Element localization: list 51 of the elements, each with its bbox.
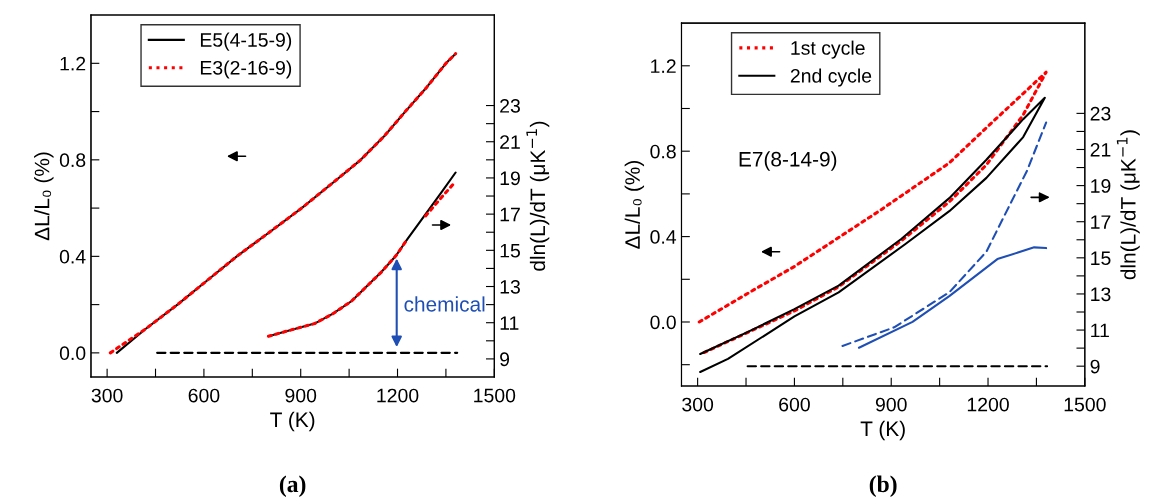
y-tick-label: 0.8 — [650, 144, 676, 159]
y2-tick-label: 19 — [1091, 179, 1111, 193]
legend-label: E3(2-16-9) — [200, 60, 292, 79]
legend-label: 1st cycle — [791, 40, 865, 59]
x-tick-label: 900 — [285, 388, 317, 403]
y2-axis-title: dln(L)/dT (μK$^{−1}$) — [1116, 130, 1140, 280]
y2-tick-label: 17 — [500, 207, 520, 222]
y-axis-title: ΔL/L₀ (%) — [624, 161, 645, 249]
y2-tick-label: 23 — [1090, 106, 1111, 121]
line-series — [841, 121, 1048, 347]
x-tick-label: 300 — [91, 388, 123, 403]
y-tick-label: 0.0 — [59, 346, 86, 361]
y-tick-label: 0.4 — [59, 249, 86, 264]
y2-tick-label: 11 — [500, 316, 519, 330]
line-series — [697, 70, 1048, 355]
text: (a) — [279, 475, 306, 497]
y-tick-label: 1.2 — [60, 56, 86, 71]
y2-axis-title: dln(L)/dT (μK$^{−1}$) — [526, 121, 550, 271]
y2-tick-label: 15 — [500, 243, 520, 258]
annotation: E7(8-14-9) — [739, 151, 837, 171]
y2-tick-label: 11 — [1091, 323, 1109, 338]
x-tick-label: 1500 — [1064, 397, 1106, 412]
y2-tick-label: 13 — [500, 279, 520, 294]
x-tick-label: 1200 — [377, 388, 419, 403]
y2-tick-label: 15 — [1091, 251, 1111, 266]
x-axis-title: T (K) — [860, 420, 905, 441]
x-tick-label: 1200 — [967, 397, 1009, 412]
annotation: chemical — [404, 296, 485, 312]
y-tick-label: 0.0 — [650, 315, 676, 330]
y2-tick-label: 19 — [500, 171, 520, 186]
x-tick-label: 1500 — [474, 388, 516, 403]
y2-tick-label: 9 — [1090, 359, 1100, 374]
text: (b) — [869, 475, 897, 497]
y2-tick-label: 21 — [500, 135, 520, 149]
y2-tick-label: 23 — [500, 99, 520, 113]
legend-label: 2nd cycle — [790, 68, 872, 87]
y2-tick-label: 17 — [1091, 215, 1111, 229]
y-axis-title: ΔL/L₀ (%) — [34, 152, 54, 241]
x-tick-label: 900 — [875, 397, 907, 412]
line-series — [699, 96, 1046, 373]
x-tick-label: 600 — [188, 388, 220, 403]
y-tick-label: 1.2 — [651, 59, 676, 73]
y-tick-label: 0.4 — [650, 230, 677, 244]
x-tick-label: 600 — [779, 397, 810, 412]
y2-tick-label: 13 — [1091, 287, 1111, 302]
legend-label: E5(4-15-9) — [200, 32, 292, 51]
x-tick-label: 300 — [682, 397, 714, 412]
y2-tick-label: 21 — [1090, 142, 1111, 157]
y-tick-label: 0.8 — [59, 153, 86, 168]
y2-tick-label: 9 — [500, 352, 510, 367]
x-axis-title: T (K) — [270, 411, 315, 432]
